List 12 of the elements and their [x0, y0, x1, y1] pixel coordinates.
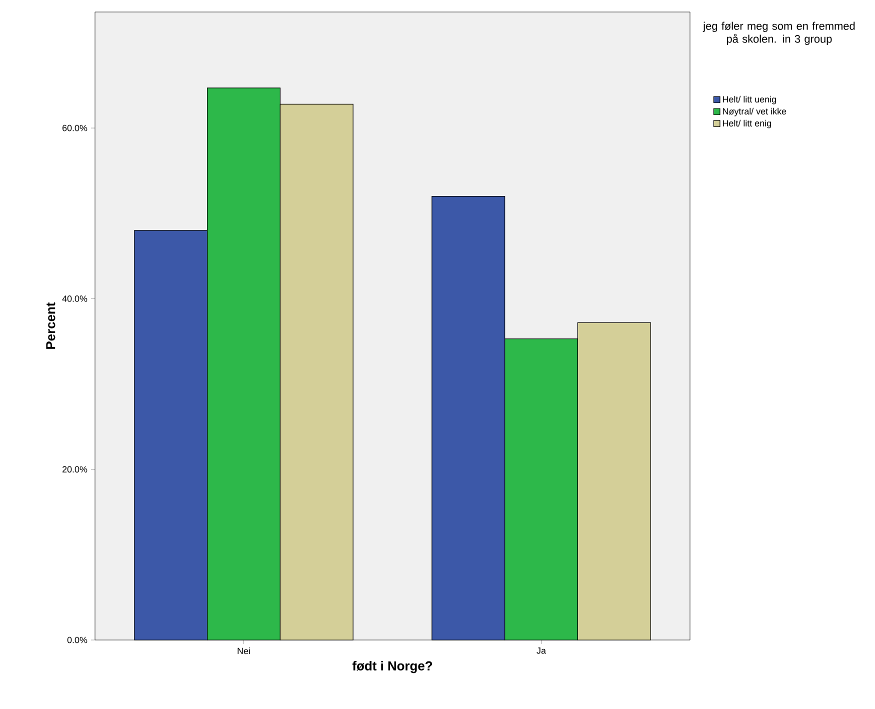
legend-label: Helt/ litt enig — [722, 120, 771, 128]
legend-title: jeg føler meg som en fremmed på skolen. in 3 group — [702, 22, 855, 45]
legend-label: Helt/ litt uenig — [722, 96, 776, 104]
y-tick-label: 60.0% — [62, 124, 88, 132]
y-tick-label: 0.0% — [67, 636, 88, 644]
x-axis-title: født i Norge? — [352, 660, 432, 674]
y-tick-label: 40.0% — [62, 296, 88, 302]
x-tick-label: Ja — [536, 648, 546, 654]
x-tick-label: Nei — [238, 648, 250, 654]
y-axis-title: Percent — [46, 302, 56, 349]
legend-label: Nøytral/ vet ikke — [722, 108, 786, 116]
y-tick-label: 20.0% — [62, 466, 88, 473]
